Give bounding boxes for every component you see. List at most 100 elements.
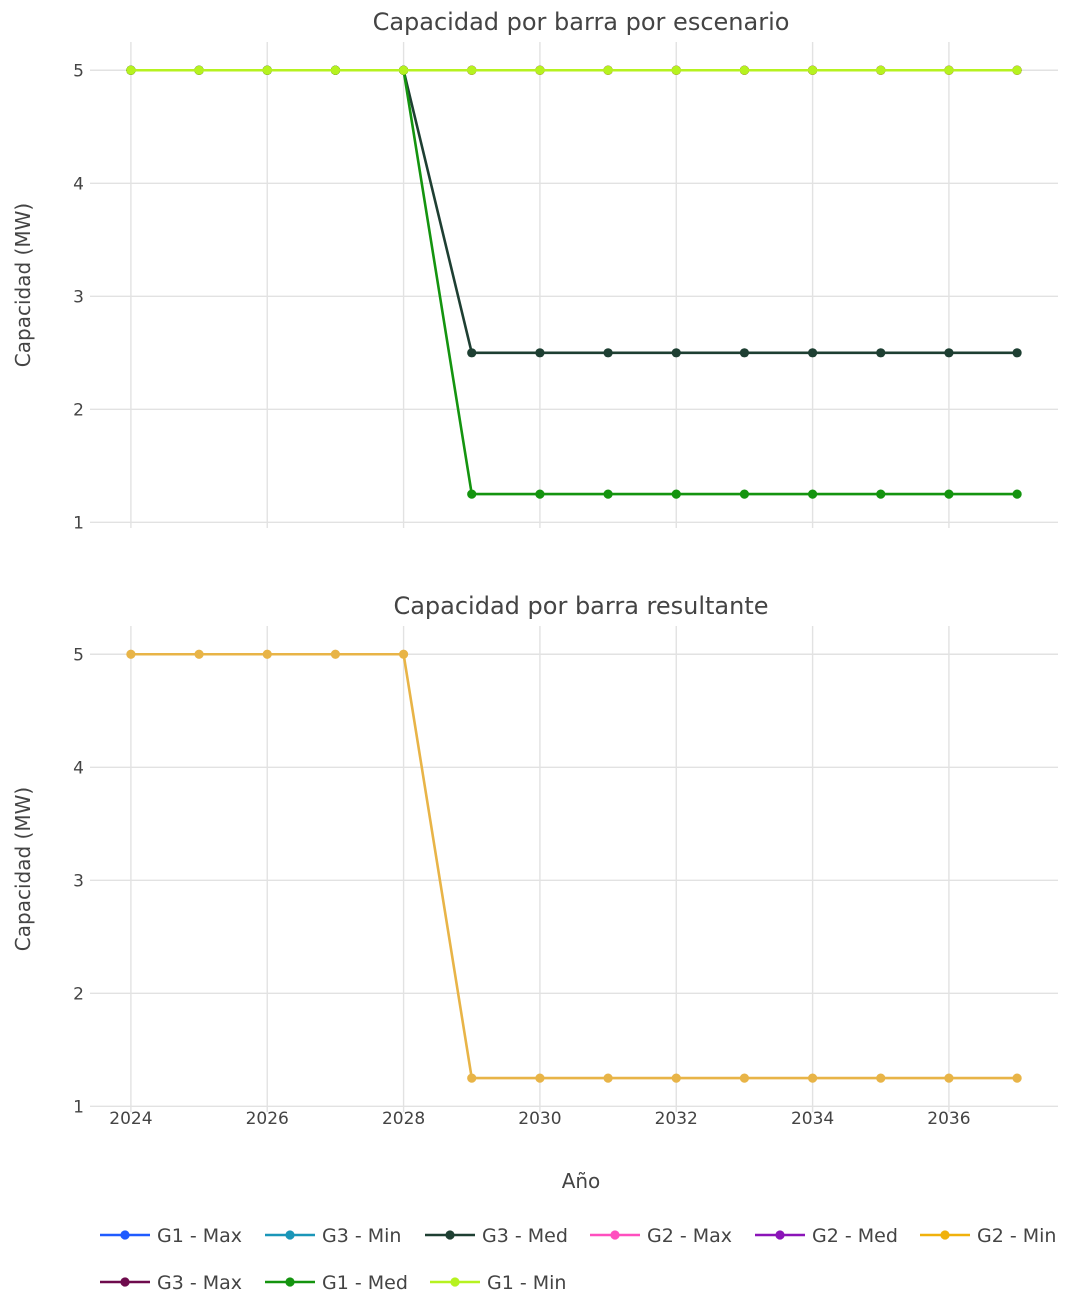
series-line xyxy=(130,68,1018,355)
y-tick-label: 1 xyxy=(73,1097,84,1117)
legend-item-g2-min: G2 - Min xyxy=(920,1225,1056,1247)
legend-marker xyxy=(940,1230,950,1240)
legend-label: G3 - Med xyxy=(482,1225,568,1247)
y-tick-label: 2 xyxy=(73,984,84,1004)
data-point xyxy=(876,65,886,75)
data-point xyxy=(739,348,750,358)
data-point xyxy=(330,65,341,75)
legend-marker xyxy=(775,1230,785,1240)
data-point xyxy=(944,489,954,499)
legend-item-g1-med: G1 - Med xyxy=(265,1272,408,1294)
data-point xyxy=(1012,348,1022,358)
x-tick-label: 2030 xyxy=(518,1109,561,1129)
data-point xyxy=(262,649,272,659)
data-point xyxy=(671,1073,681,1083)
data-point xyxy=(535,489,545,499)
legend-label: G2 - Max xyxy=(647,1225,732,1247)
data-point xyxy=(194,649,204,659)
data-point xyxy=(671,489,681,499)
legend-marker xyxy=(285,1277,295,1287)
series-g1-med xyxy=(126,65,1022,499)
data-point xyxy=(739,489,750,499)
data-point xyxy=(398,65,409,75)
data-point xyxy=(876,1073,886,1083)
data-point xyxy=(126,65,136,75)
legend-item-g3-min: G3 - Min xyxy=(265,1225,401,1247)
legend-item-g1-min: G1 - Min xyxy=(430,1272,566,1294)
data-point xyxy=(807,65,818,75)
legend-label: G3 - Max xyxy=(157,1272,242,1294)
data-point xyxy=(1012,65,1022,75)
x-tick-label: 2036 xyxy=(927,1109,970,1129)
data-point xyxy=(330,649,341,659)
chart-panel-1: Capacidad por barra por escenario Capacid… xyxy=(11,8,1058,533)
legend-label: G2 - Min xyxy=(977,1225,1056,1247)
series-g1-min xyxy=(126,65,1022,75)
data-point xyxy=(467,489,477,499)
data-point xyxy=(876,489,886,499)
data-point xyxy=(535,1073,545,1083)
data-point xyxy=(603,65,613,75)
y-tick-label: 4 xyxy=(73,758,84,778)
x-tick-label: 2028 xyxy=(382,1109,425,1129)
legend-item-g2-max: G2 - Max xyxy=(590,1225,732,1247)
x-tick-label: 2032 xyxy=(655,1109,698,1129)
y-tick-label: 5 xyxy=(73,61,84,81)
x-axis-title: Año xyxy=(562,1169,601,1193)
data-point xyxy=(126,649,136,659)
data-point xyxy=(535,348,545,358)
chart-title: Capacidad por barra por escenario xyxy=(373,8,790,36)
series-result xyxy=(126,649,1022,1083)
data-point xyxy=(603,348,613,358)
series-g3-med xyxy=(126,65,1022,358)
legend-marker xyxy=(610,1230,620,1240)
y-tick-label: 3 xyxy=(73,871,84,891)
legend-item-g2-med: G2 - Med xyxy=(755,1225,898,1247)
legend-marker xyxy=(445,1230,455,1240)
data-point xyxy=(398,649,409,659)
legend-marker xyxy=(450,1277,460,1287)
data-point xyxy=(1012,489,1022,499)
data-point xyxy=(262,65,272,75)
chart-panel-2: Capacidad por barra resultante Capacidad … xyxy=(11,592,1058,1129)
x-tick-label: 2024 xyxy=(109,1109,152,1129)
data-point xyxy=(467,348,477,358)
data-point xyxy=(535,65,545,75)
data-point xyxy=(807,348,818,358)
data-point xyxy=(671,65,681,75)
legend-label: G1 - Med xyxy=(322,1272,408,1294)
data-point xyxy=(194,65,204,75)
data-point xyxy=(603,489,613,499)
data-point xyxy=(739,65,750,75)
y-axis-title: Capacidad (MW) xyxy=(11,203,35,367)
y-tick-label: 3 xyxy=(73,287,84,307)
data-point xyxy=(944,1073,954,1083)
data-point xyxy=(467,1073,477,1083)
legend-label: G3 - Min xyxy=(322,1225,401,1247)
data-point xyxy=(467,65,477,75)
y-tick-label: 1 xyxy=(73,513,84,533)
series-line xyxy=(130,68,1018,496)
chart-title: Capacidad por barra resultante xyxy=(393,592,768,620)
data-point xyxy=(944,348,954,358)
legend-item-g1-max: G1 - Max xyxy=(100,1225,242,1247)
x-tick-label: 2034 xyxy=(791,1109,834,1129)
legend-label: G2 - Med xyxy=(812,1225,898,1247)
data-point xyxy=(739,1073,750,1083)
legend-marker xyxy=(120,1277,130,1287)
data-point xyxy=(807,489,818,499)
data-point xyxy=(671,348,681,358)
legend-label: G1 - Min xyxy=(487,1272,566,1294)
data-point xyxy=(807,1073,818,1083)
y-tick-label: 4 xyxy=(73,174,84,194)
y-tick-label: 5 xyxy=(73,645,84,665)
legend-item-g3-max: G3 - Max xyxy=(100,1272,242,1294)
series-line xyxy=(130,652,1018,1080)
legend-label: G1 - Max xyxy=(157,1225,242,1247)
legend-marker xyxy=(285,1230,295,1240)
legend-item-g3-med: G3 - Med xyxy=(425,1225,568,1247)
legend-marker xyxy=(120,1230,130,1240)
y-tick-label: 2 xyxy=(73,400,84,420)
x-tick-label: 2026 xyxy=(246,1109,289,1129)
